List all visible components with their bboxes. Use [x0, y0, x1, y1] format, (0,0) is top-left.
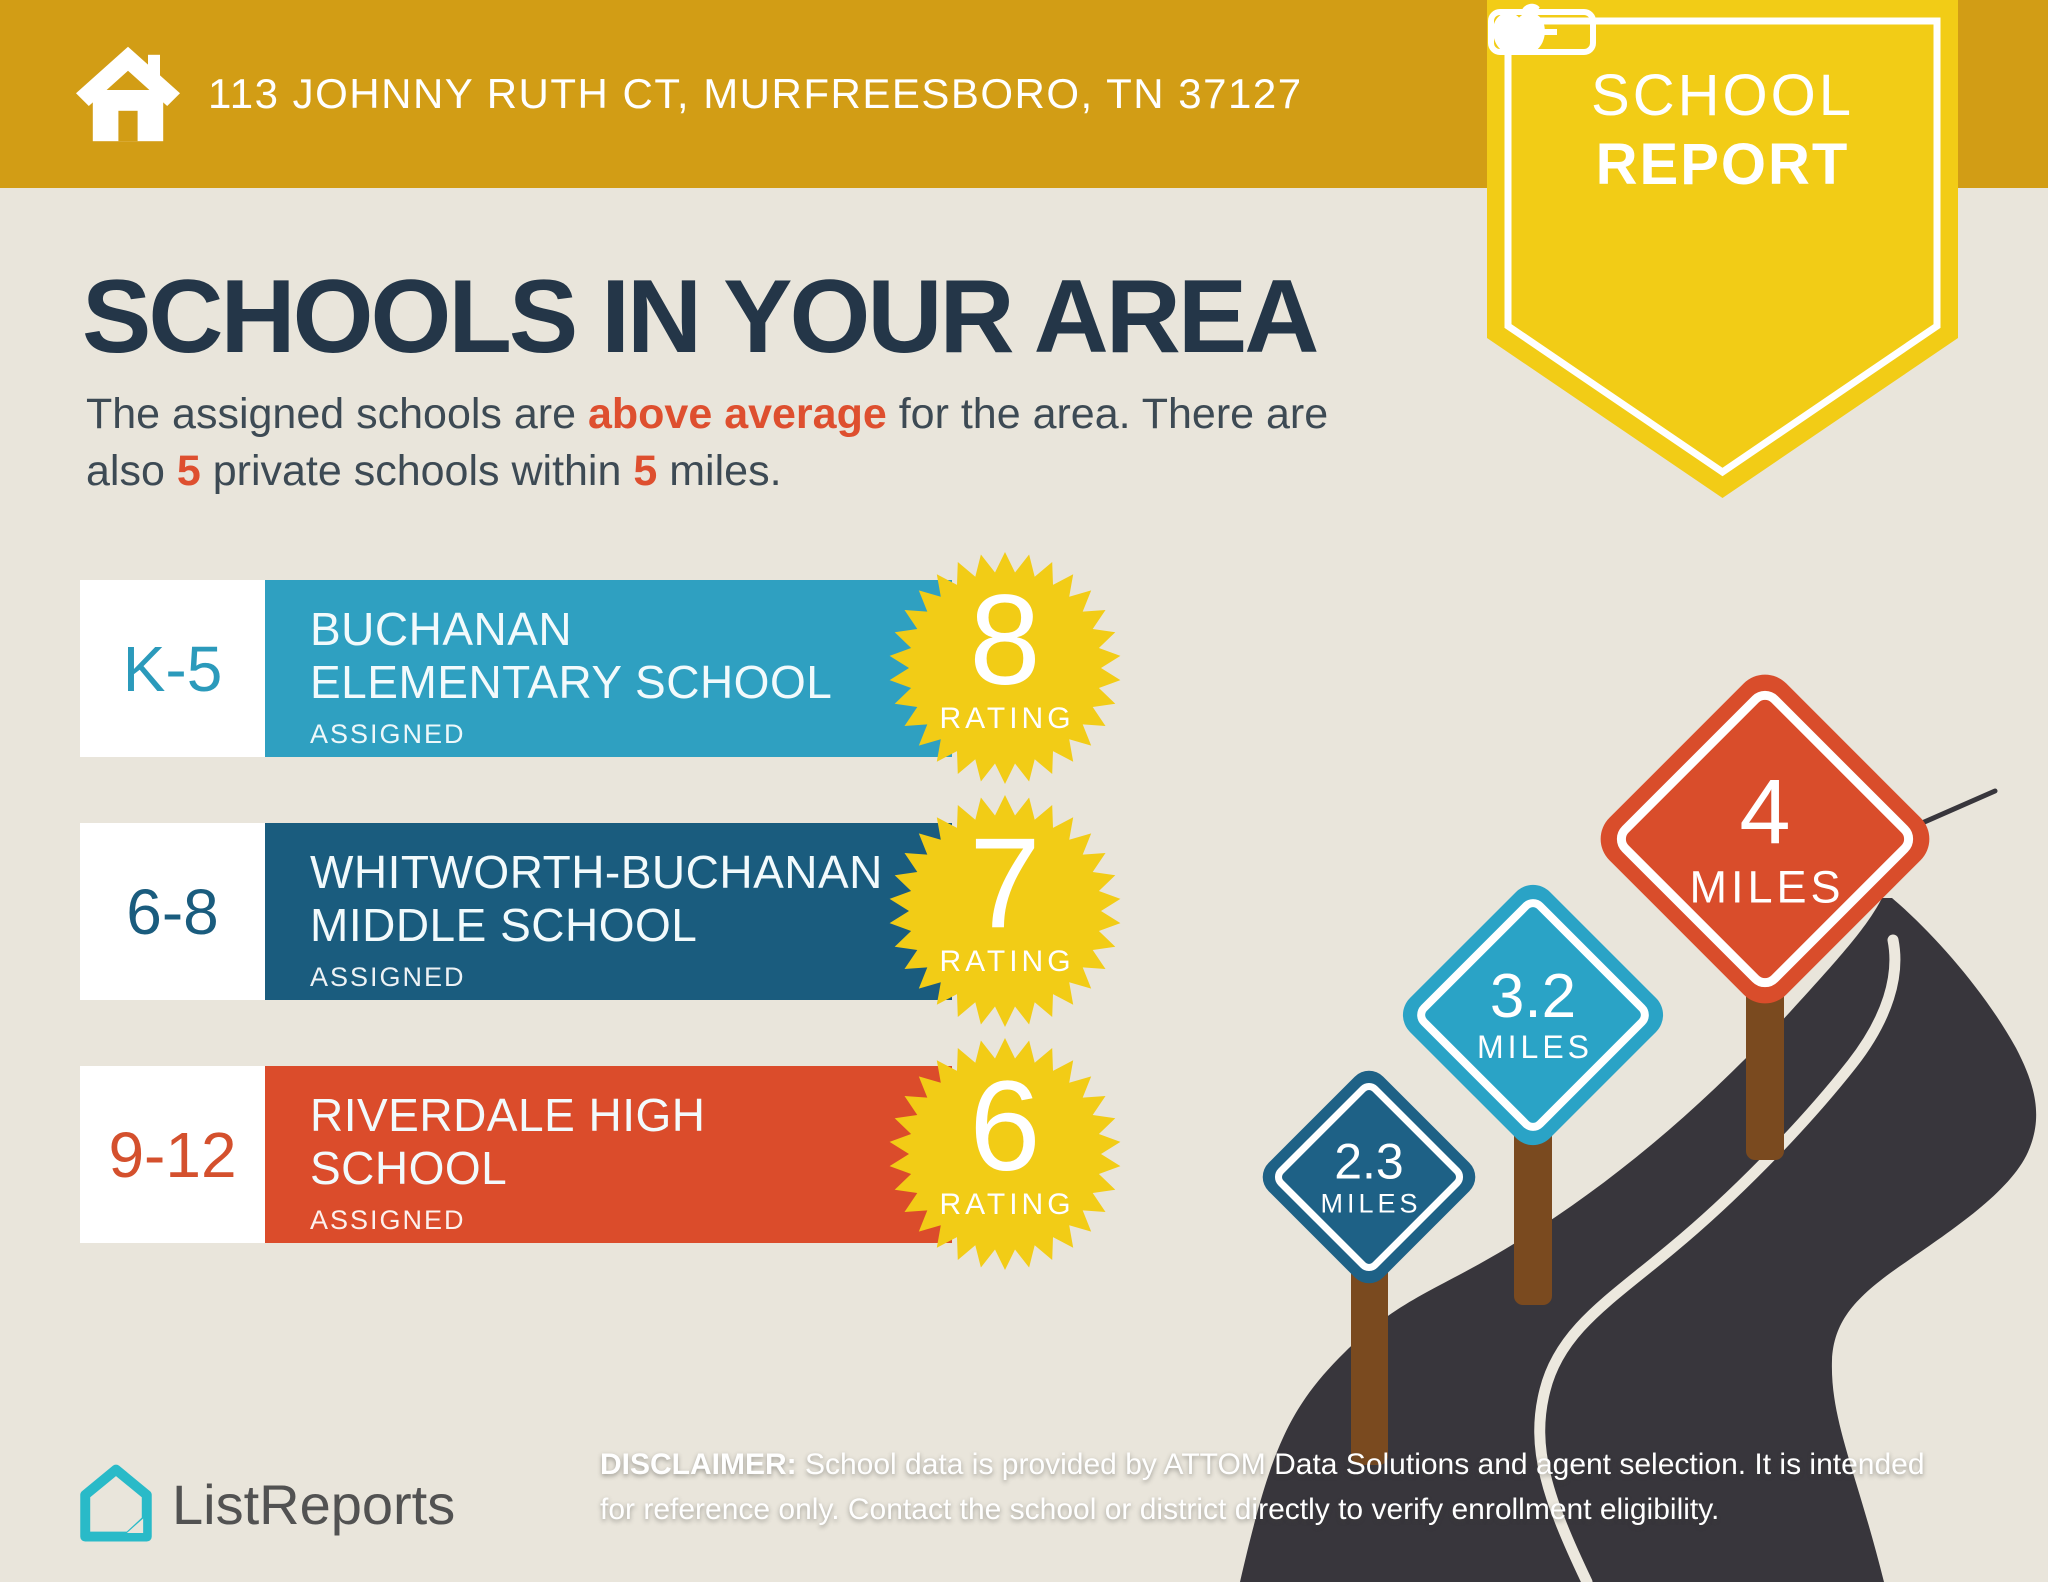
- school-name: BUCHANAN ELEMENTARY SCHOOL: [310, 603, 833, 708]
- distance-value: 2.3: [1334, 1133, 1404, 1190]
- school-status: ASSIGNED: [310, 719, 466, 749]
- badge-ribbon-shape: [1487, 0, 1958, 498]
- school-status: ASSIGNED: [310, 1205, 466, 1235]
- page-title: SCHOOLS IN YOUR AREA: [82, 259, 1319, 375]
- school-row-high: 9-12 RIVERDALE HIGH SCHOOL ASSIGNED 6 RAT…: [80, 1038, 1200, 1270]
- rating-starburst: 7 RATING: [885, 791, 1125, 1031]
- rating-value: 6: [969, 1055, 1041, 1198]
- rating-label: RATING: [939, 702, 1075, 735]
- distance-unit: MILES: [1689, 861, 1845, 913]
- distance-unit: MILES: [1476, 1029, 1594, 1066]
- rating-value: 8: [969, 569, 1041, 712]
- school-bar: BUCHANAN ELEMENTARY SCHOOL ASSIGNED: [265, 580, 952, 757]
- home-icon: [76, 46, 180, 142]
- badge-word-school: SCHOOL: [1591, 63, 1854, 128]
- rating-label: RATING: [939, 1188, 1075, 1221]
- school-bar: RIVERDALE HIGH SCHOOL ASSIGNED: [265, 1066, 952, 1243]
- school-name: WHITWORTH-BUCHANAN MIDDLE SCHOOL: [310, 846, 883, 951]
- distance-value: 4: [1739, 761, 1791, 864]
- school-status: ASSIGNED: [310, 962, 466, 992]
- disclaimer-label: DISCLAIMER:: [600, 1448, 797, 1481]
- summary-highlight: above average: [587, 390, 887, 438]
- rating-starburst: 6 RATING: [885, 1034, 1125, 1274]
- rating-value: 7: [969, 812, 1041, 955]
- distance-unit: MILES: [1320, 1187, 1422, 1218]
- disclaimer-text: DISCLAIMER: School data is provided by A…: [600, 1448, 1925, 1526]
- school-row-middle: 6-8 WHITWORTH-BUCHANAN MIDDLE SCHOOL ASSI…: [80, 795, 1200, 1027]
- grade-range: 6-8: [80, 823, 265, 1000]
- brand-name: ListReports: [172, 1472, 456, 1536]
- rating-label: RATING: [939, 945, 1075, 978]
- grade-range: K-5: [80, 580, 265, 757]
- badge-word-report: REPORT: [1595, 132, 1850, 197]
- school-row-elementary: K-5 BUCHANAN ELEMENTARY SCHOOL ASSIGNED 8…: [80, 552, 1200, 784]
- school-name: RIVERDALE HIGH SCHOOL: [310, 1089, 706, 1194]
- road-center-line: [1534, 934, 1901, 1582]
- property-address: 113 JOHNNY RUTH CT, MURFREESBORO, TN 371…: [208, 70, 1303, 117]
- school-report-badge: SCHOOL REPORT: [1487, 0, 1958, 498]
- school-bar: WHITWORTH-BUCHANAN MIDDLE SCHOOL ASSIGNED: [265, 823, 952, 1000]
- rating-starburst: 8 RATING: [885, 548, 1125, 788]
- distance-value: 3.2: [1489, 961, 1577, 1031]
- listreports-house-icon: [80, 1464, 152, 1542]
- summary-plain: The assigned schools are: [86, 390, 588, 438]
- book-icon: [1488, 9, 1596, 55]
- grade-range: 9-12: [80, 1066, 265, 1243]
- listreports-logo: ListReports: [78, 1462, 455, 1546]
- summary-text: The assigned schools are above average f…: [86, 390, 1329, 495]
- road-surface: [1240, 898, 2037, 1582]
